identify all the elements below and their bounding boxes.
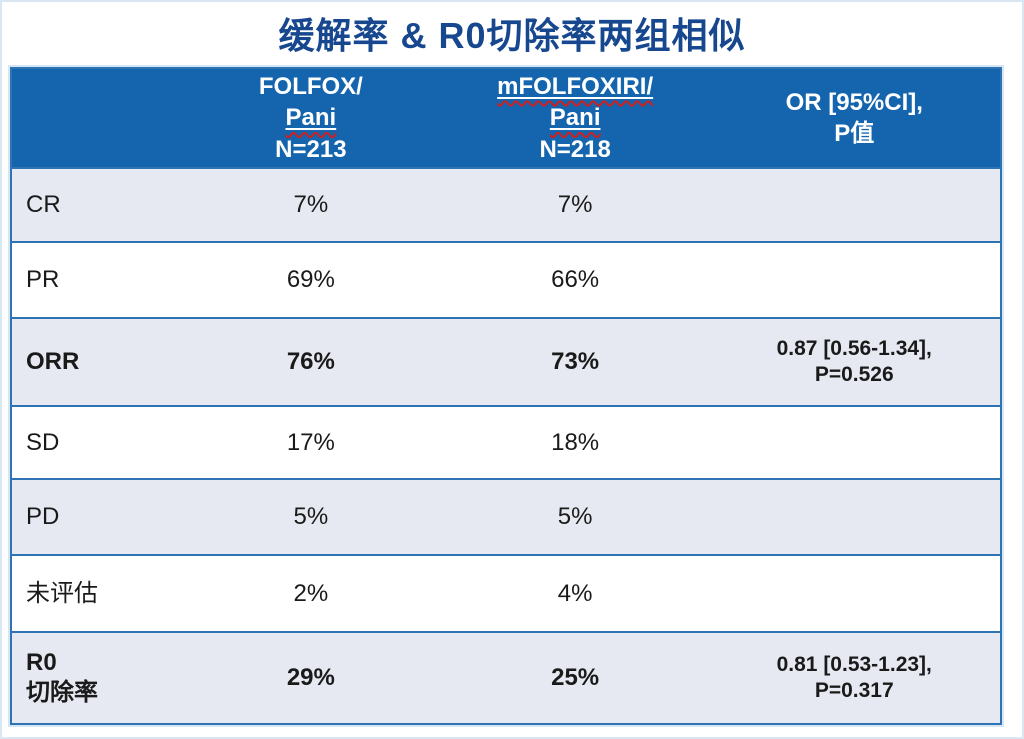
- mfolfoxiri-value: 4%: [557, 579, 593, 607]
- mfolfoxiri-value: 5%: [557, 503, 593, 530]
- header-folfox-line2-spellcheck: Pani: [286, 102, 337, 133]
- or-p-value: [709, 407, 1000, 478]
- header-mfolfoxiri-line2-spellcheck: Pani: [550, 102, 601, 133]
- header-folfox-pani: FOLFOX/ Pani N=213: [180, 69, 442, 167]
- folfox-value: 7%: [293, 191, 329, 218]
- header-or-ci: OR [95%CI], P值: [785, 88, 923, 147]
- mfolfoxiri-value: 73%: [551, 348, 600, 375]
- row-label: PR: [26, 266, 60, 293]
- header-folfox-line2: Pani: [285, 104, 337, 132]
- or-p-value: 0.87 [0.56-1.34], P=0.526: [776, 336, 932, 386]
- or-p-value: 0.81 [0.53-1.23], P=0.317: [776, 652, 932, 702]
- folfox-value: 2%: [293, 579, 329, 607]
- folfox-value: 5%: [293, 503, 329, 530]
- row-label: SD: [26, 428, 60, 456]
- mfolfoxiri-value: 25%: [551, 664, 600, 691]
- results-table: FOLFOX/ Pani N=213 mFOLFOXIRI/ Pani N=21…: [10, 67, 1002, 725]
- slide: 缓解率 & R0切除率两组相似 FOLFOX/ Pani N=213 mFOLF…: [2, 9, 1022, 725]
- table-row-sd: SD 17% 18%: [12, 405, 1000, 478]
- header-folfox-line3: N=213: [275, 135, 347, 163]
- header-mfolfoxiri-line3: N=218: [539, 135, 611, 163]
- header-mfolfoxiri-line2: Pani: [549, 104, 601, 132]
- or-p-value: [709, 480, 1000, 554]
- header-mfolfoxiri-line1-spellcheck: mFOLFOXIRI/: [497, 71, 653, 102]
- row-label: ORR: [26, 348, 80, 375]
- header-folfox-line1: FOLFOX/: [258, 73, 363, 101]
- row-label: 未评估: [26, 579, 98, 607]
- header-mfolfoxiri-pani: mFOLFOXIRI/ Pani N=218: [442, 69, 709, 167]
- or-p-value: [709, 556, 1000, 631]
- page-title: 缓解率 & R0切除率两组相似: [278, 15, 746, 56]
- table-row-pr: PR 69% 66%: [12, 241, 1000, 317]
- or-p-value: [709, 243, 1000, 317]
- header-mfolfoxiri-line1: mFOLFOXIRI/: [497, 73, 654, 101]
- folfox-value: 69%: [286, 266, 335, 293]
- row-label: R0 切除率: [26, 649, 98, 706]
- table-row-cr: CR 7% 7%: [12, 167, 1000, 241]
- table-row-orr: ORR 76% 73% 0.87 [0.56-1.34], P=0.526: [12, 317, 1000, 405]
- header-empty-cell: [12, 69, 180, 167]
- row-label: PD: [26, 503, 60, 530]
- mfolfoxiri-value: 7%: [557, 191, 593, 218]
- folfox-value: 76%: [286, 348, 335, 375]
- folfox-value: 29%: [286, 664, 335, 691]
- mfolfoxiri-value: 66%: [551, 266, 600, 293]
- table-row-pd: PD 5% 5%: [12, 478, 1000, 554]
- or-p-value: [709, 169, 1000, 241]
- row-label: CR: [26, 191, 61, 218]
- folfox-value: 17%: [286, 428, 335, 456]
- table-row-not-evaluated: 未评估 2% 4%: [12, 554, 1000, 631]
- table-header-row: FOLFOX/ Pani N=213 mFOLFOXIRI/ Pani N=21…: [12, 69, 1000, 167]
- table-row-r0-resection: R0 切除率 29% 25% 0.81 [0.53-1.23], P=0.317: [12, 631, 1000, 723]
- mfolfoxiri-value: 18%: [551, 428, 600, 456]
